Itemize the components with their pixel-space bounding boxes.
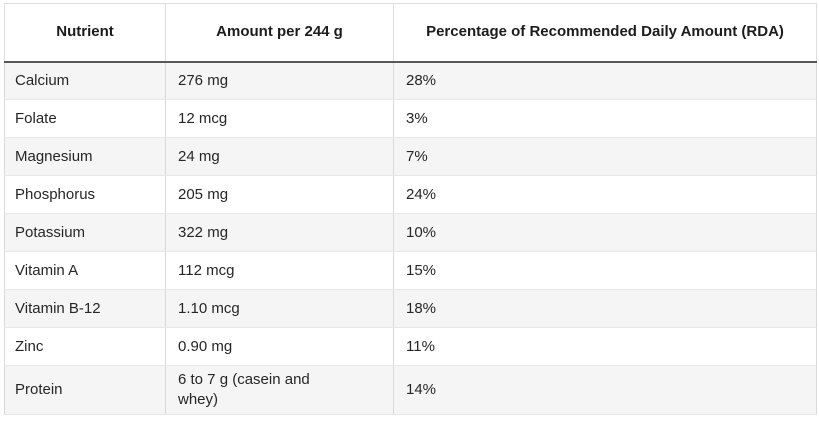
cell-nutrient: Protein bbox=[4, 365, 166, 415]
cell-amount: 1.10 mcg bbox=[165, 289, 394, 328]
cell-nutrient-text: Magnesium bbox=[15, 147, 93, 165]
cell-rda-text: 15% bbox=[406, 261, 437, 279]
cell-nutrient: Vitamin A bbox=[4, 251, 166, 290]
column-header-nutrient: Nutrient bbox=[4, 3, 166, 63]
cell-amount-text: 276 mg bbox=[178, 71, 229, 89]
cell-rda-text: 3% bbox=[406, 109, 428, 127]
column-header-nutrient-label: Nutrient bbox=[56, 23, 114, 41]
cell-rda-text: 18% bbox=[406, 299, 437, 317]
table-row-magnesium: Magnesium 24 mg 7% bbox=[4, 137, 817, 176]
cell-rda: 24% bbox=[393, 175, 817, 214]
table-row-zinc: Zinc 0.90 mg 11% bbox=[4, 327, 817, 366]
table-row-folate: Folate 12 mcg 3% bbox=[4, 99, 817, 138]
column-header-amount-label: Amount per 244 g bbox=[216, 23, 343, 41]
cell-nutrient-text: Vitamin A bbox=[15, 261, 79, 279]
cell-rda-text: 24% bbox=[406, 185, 437, 203]
cell-amount: 24 mg bbox=[165, 137, 394, 176]
table-row-phosphorus: Phosphorus 205 mg 24% bbox=[4, 175, 817, 214]
table-row-vitamin-b-12: Vitamin B-12 1.10 mcg 18% bbox=[4, 289, 817, 328]
cell-nutrient: Calcium bbox=[4, 61, 166, 100]
cell-nutrient-text: Vitamin B-12 bbox=[15, 299, 101, 317]
cell-nutrient-text: Calcium bbox=[15, 71, 70, 89]
cell-nutrient-text: Potassium bbox=[15, 223, 86, 241]
cell-rda: 15% bbox=[393, 251, 817, 290]
cell-rda: 10% bbox=[393, 213, 817, 252]
cell-nutrient-text: Zinc bbox=[15, 337, 44, 355]
cell-amount-text: 322 mg bbox=[178, 223, 229, 241]
column-header-rda-label: Percentage of Recommended Daily Amount (… bbox=[426, 23, 784, 41]
cell-amount: 276 mg bbox=[165, 61, 394, 100]
header-row: Nutrient Amount per 244 g Percentage of … bbox=[4, 3, 817, 63]
table-row-potassium: Potassium 322 mg 10% bbox=[4, 213, 817, 252]
cell-amount: 322 mg bbox=[165, 213, 394, 252]
cell-rda: 7% bbox=[393, 137, 817, 176]
cell-amount-text: 205 mg bbox=[178, 185, 229, 203]
cell-nutrient: Phosphorus bbox=[4, 175, 166, 214]
cell-rda: 3% bbox=[393, 99, 817, 138]
cell-nutrient: Vitamin B-12 bbox=[4, 289, 166, 328]
table-row-calcium: Calcium 276 mg 28% bbox=[4, 61, 817, 100]
table-row-vitamin-a: Vitamin A 112 mcg 15% bbox=[4, 251, 817, 290]
cell-amount-text: 0.90 mg bbox=[178, 337, 233, 355]
cell-nutrient: Zinc bbox=[4, 327, 166, 366]
cell-amount: 205 mg bbox=[165, 175, 394, 214]
cell-rda-text: 28% bbox=[406, 71, 437, 89]
cell-amount: 6 to 7 g (casein and whey) bbox=[165, 365, 394, 415]
cell-amount: 0.90 mg bbox=[165, 327, 394, 366]
cell-nutrient-text: Folate bbox=[15, 109, 57, 127]
cell-nutrient-text: Phosphorus bbox=[15, 185, 96, 203]
cell-nutrient: Potassium bbox=[4, 213, 166, 252]
table-body: Calcium 276 mg 28% Folate 12 mcg 3% Magnesium 2… bbox=[4, 61, 817, 415]
cell-rda-text: 7% bbox=[406, 147, 428, 165]
cell-amount-text: 6 to 7 g (casein and whey) bbox=[178, 371, 310, 408]
column-header-amount: Amount per 244 g bbox=[165, 3, 394, 63]
cell-amount-text: 12 mcg bbox=[178, 109, 228, 127]
cell-amount: 112 mcg bbox=[165, 251, 394, 290]
cell-amount-text: 1.10 mcg bbox=[178, 299, 240, 317]
cell-amount-text: 24 mg bbox=[178, 147, 220, 165]
cell-amount-text: 112 mcg bbox=[178, 261, 235, 279]
nutrition-table: Nutrient Amount per 244 g Percentage of … bbox=[4, 3, 817, 415]
cell-amount: 12 mcg bbox=[165, 99, 394, 138]
cell-nutrient-text: Protein bbox=[15, 380, 63, 398]
table-row-protein: Protein 6 to 7 g (casein and whey) 14% bbox=[4, 365, 817, 415]
cell-rda: 11% bbox=[393, 327, 817, 366]
cell-rda-text: 11% bbox=[406, 337, 435, 355]
column-header-rda: Percentage of Recommended Daily Amount (… bbox=[393, 3, 817, 63]
cell-rda: 28% bbox=[393, 61, 817, 100]
cell-rda: 14% bbox=[393, 365, 817, 415]
cell-nutrient: Folate bbox=[4, 99, 166, 138]
cell-rda-text: 10% bbox=[406, 223, 437, 241]
table-header: Nutrient Amount per 244 g Percentage of … bbox=[4, 3, 817, 63]
cell-nutrient: Magnesium bbox=[4, 137, 166, 176]
cell-rda-text: 14% bbox=[406, 380, 437, 398]
cell-rda: 18% bbox=[393, 289, 817, 328]
